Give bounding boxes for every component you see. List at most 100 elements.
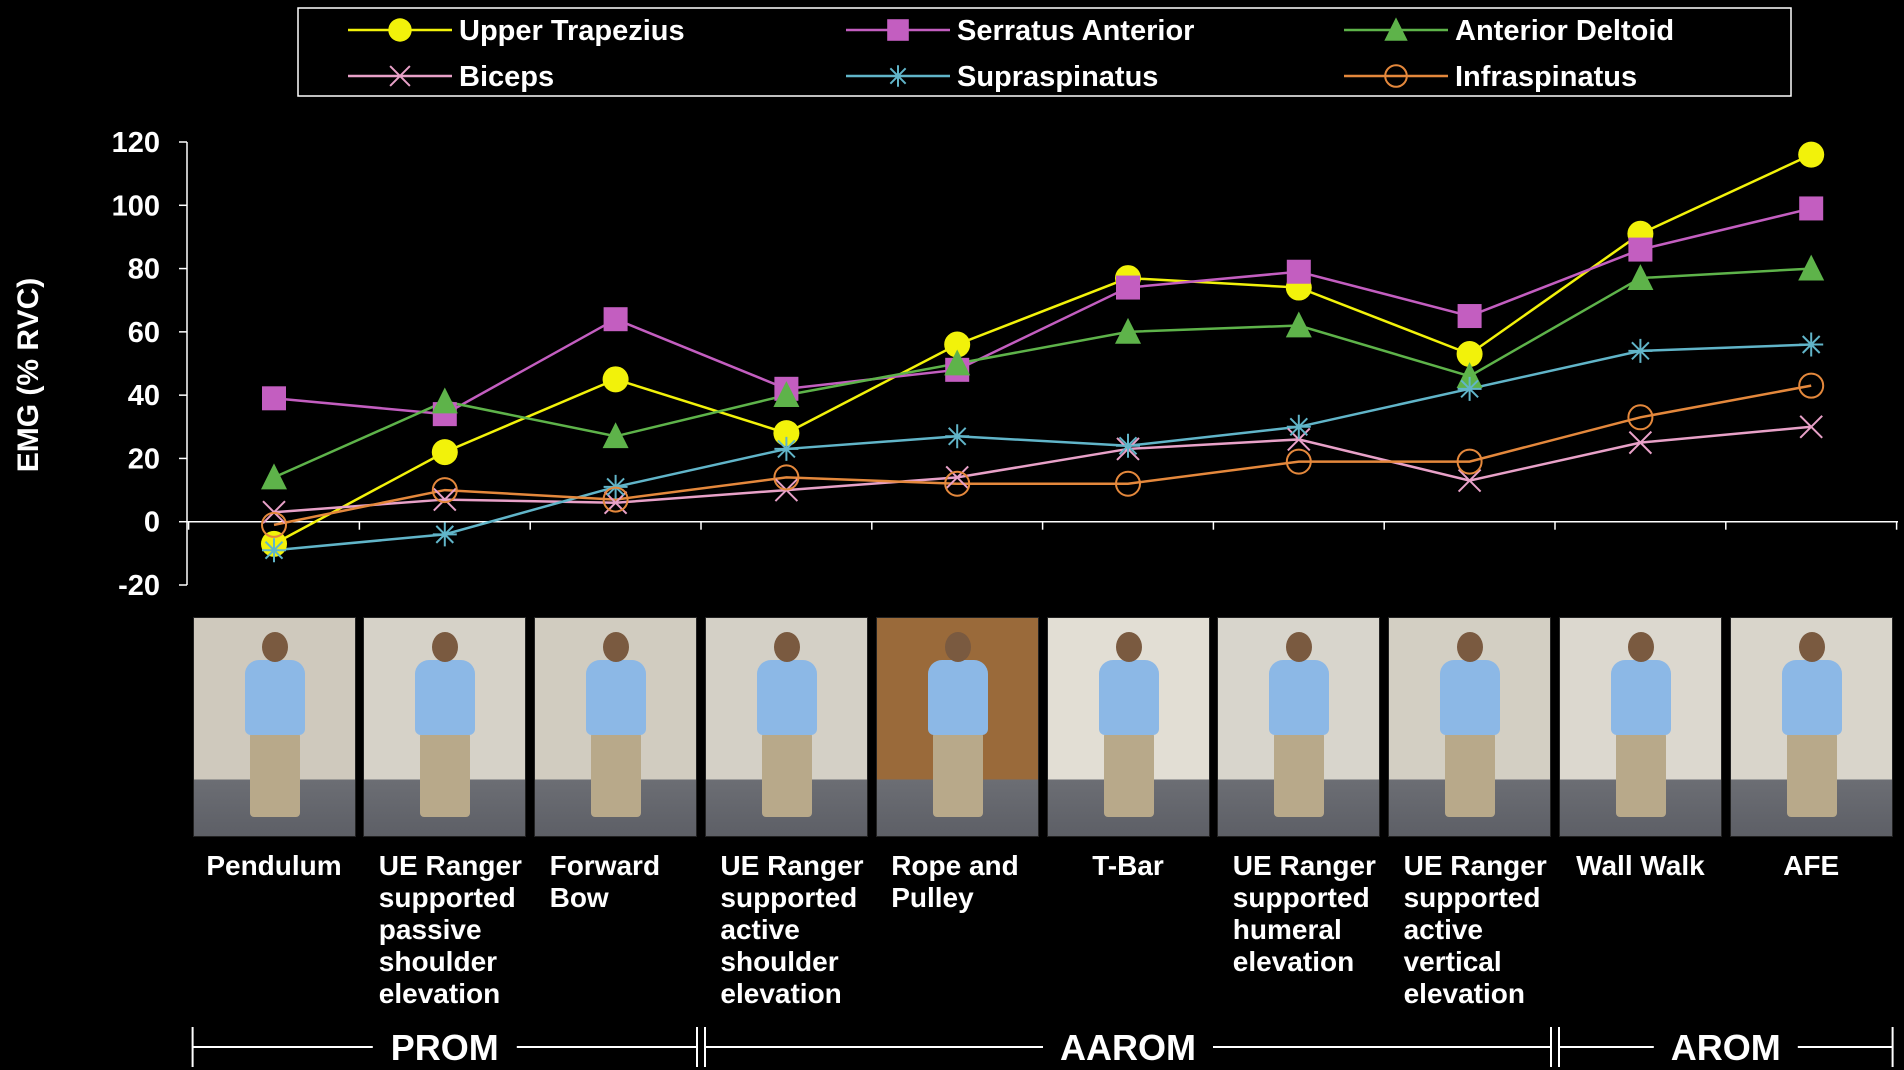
- person-pants: [761, 732, 812, 817]
- series-line-anterior-deltoid: [273, 267, 1812, 479]
- exercise-label-line: supported: [1403, 882, 1541, 913]
- exercise-label-line: elevation: [1232, 946, 1355, 977]
- data-point-serratus-anterior: [1286, 259, 1311, 284]
- data-point-biceps: [1287, 427, 1311, 452]
- legend-label-upper-trapezius: Upper Trapezius: [459, 15, 685, 47]
- exercise-label-line: elevation: [1403, 978, 1525, 1009]
- data-point-upper-trapezius: [1798, 141, 1825, 168]
- exercise-label: Rope and Pulley: [891, 850, 1061, 914]
- person-pants: [420, 732, 471, 817]
- data-point-serratus-anterior: [603, 307, 628, 332]
- exercise-photo: [192, 617, 356, 837]
- data-point-biceps: [1457, 468, 1482, 493]
- exercise-label: Forward Bow: [550, 850, 720, 914]
- exercise-label-line: Pulley: [891, 882, 974, 913]
- exercise-label-line: supported: [378, 882, 516, 913]
- data-point-upper-trapezius: [944, 331, 971, 358]
- exercise-photo: [534, 617, 698, 837]
- exercise-label: Wall Walk: [1555, 850, 1725, 882]
- data-point-serratus-anterior: [1116, 275, 1140, 300]
- series-line-supraspinatus: [273, 343, 1812, 552]
- data-point-infraspinatus: [1285, 448, 1312, 475]
- person-shirt: [1269, 660, 1330, 735]
- series-line-infraspinatus: [273, 384, 1812, 527]
- data-point-biceps: [1799, 415, 1823, 439]
- exercise-photo: [1388, 617, 1552, 837]
- exercise-label-line: elevation: [720, 978, 842, 1009]
- person-head: [1115, 632, 1142, 662]
- data-point-supraspinatus: [945, 424, 970, 449]
- exercise-label-line: shoulder: [378, 946, 498, 977]
- person-pants: [591, 732, 642, 817]
- exercise-label-line: shoulder: [720, 946, 839, 977]
- legend-label-biceps: Biceps: [459, 61, 554, 93]
- person-shirt: [927, 660, 988, 735]
- data-point-anterior-deltoid: [1115, 317, 1141, 344]
- exercise-label: UE Ranger supported passive shoulder elevati…: [379, 850, 549, 1010]
- person-head: [1457, 632, 1484, 662]
- person-pants: [1103, 732, 1154, 817]
- exercise-label-line: AFE: [1783, 850, 1840, 881]
- exercise-label: UE Ranger supported active shoulder elevatio…: [720, 850, 890, 1010]
- series-line-serratus-anterior: [273, 207, 1812, 416]
- exercise-label-line: UE Ranger: [1232, 850, 1376, 881]
- exercise-label-line: UE Ranger: [378, 850, 522, 881]
- data-point-anterior-deltoid: [261, 463, 287, 490]
- exercise-photo: [1217, 617, 1381, 837]
- data-point-supraspinatus: [774, 436, 799, 461]
- exercise-label: UE Ranger supported humeral elevation: [1233, 850, 1403, 978]
- data-point-biceps: [1628, 430, 1653, 455]
- exercise-photo: [1729, 617, 1893, 837]
- data-point-serratus-anterior: [1628, 237, 1653, 262]
- person-pants: [1274, 732, 1325, 817]
- exercise-label-line: elevation: [378, 978, 501, 1009]
- data-point-biceps: [433, 487, 457, 512]
- y-tick-label: 100: [112, 190, 160, 222]
- data-point-anterior-deltoid: [1285, 311, 1312, 338]
- data-point-infraspinatus: [1627, 404, 1654, 431]
- person-head: [1627, 632, 1654, 662]
- series-line-upper-trapezius: [273, 153, 1812, 545]
- y-tick-label: -20: [118, 570, 160, 602]
- exercise-label-line: humeral: [1232, 914, 1342, 945]
- y-tick-label: 40: [128, 380, 160, 412]
- phase-brackets: PROM AAROM AROM: [191, 1027, 1894, 1068]
- data-point-serratus-anterior: [1457, 304, 1482, 329]
- data-point-biceps: [945, 465, 969, 490]
- person-head: [261, 632, 288, 662]
- person-shirt: [415, 660, 476, 735]
- phase-label-aarom: AAROM: [1060, 1027, 1196, 1068]
- exercise-label-line: UE Ranger: [720, 850, 864, 881]
- person-head: [944, 632, 971, 662]
- series-lines: [273, 153, 1812, 552]
- legend-marker-anterior-deltoid: [1384, 17, 1408, 41]
- data-point-upper-trapezius: [1456, 341, 1483, 368]
- exercise-label-line: active: [720, 914, 800, 945]
- person-head: [432, 632, 459, 662]
- data-point-anterior-deltoid: [1798, 254, 1825, 281]
- legend-label-infraspinatus: Infraspinatus: [1455, 61, 1637, 93]
- y-axis-label: EMG (% RVC): [12, 278, 45, 472]
- person-shirt: [756, 660, 817, 735]
- exercise-photo: [1046, 617, 1210, 837]
- legend-label-anterior-deltoid: Anterior Deltoid: [1455, 15, 1674, 47]
- legend-label-serratus-anterior: Serratus Anterior: [957, 15, 1194, 47]
- person-shirt: [1098, 660, 1159, 735]
- legend-box: [297, 7, 1792, 97]
- y-tick-label: 0: [144, 507, 160, 539]
- legend-marker-supraspinatus: [887, 65, 909, 87]
- data-point-anterior-deltoid: [431, 387, 458, 414]
- data-point-supraspinatus: [1457, 376, 1482, 401]
- exercise-photo: [875, 617, 1039, 837]
- person-shirt: [244, 660, 305, 735]
- person-pants: [1615, 732, 1666, 817]
- person-pants: [249, 732, 300, 817]
- phase-label-prom: PROM: [391, 1027, 499, 1068]
- data-point-supraspinatus: [1799, 332, 1824, 357]
- legend-marker-upper-trapezius: [388, 18, 412, 42]
- data-point-serratus-anterior: [262, 386, 286, 411]
- person-pants: [1786, 732, 1837, 817]
- person-head: [1798, 632, 1825, 662]
- legend-marker-biceps: [389, 65, 411, 87]
